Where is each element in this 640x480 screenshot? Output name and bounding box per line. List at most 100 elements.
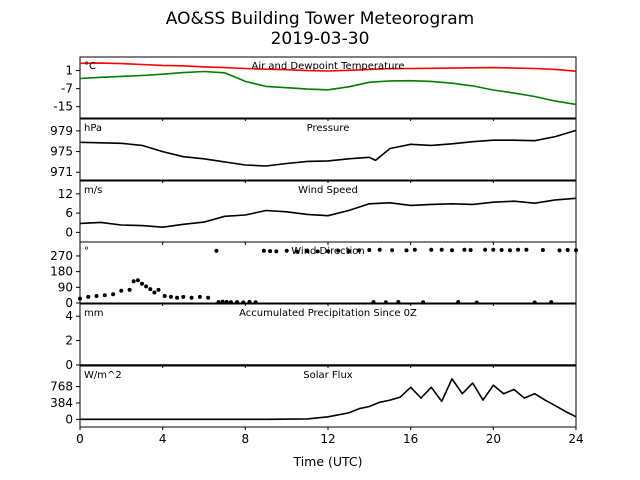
data-point <box>524 247 529 252</box>
data-point <box>152 290 157 295</box>
data-point <box>450 248 454 253</box>
y-tick-label: -15 <box>53 100 73 114</box>
data-point <box>429 247 434 252</box>
data-point <box>396 300 401 304</box>
y-tick-label: 12 <box>58 187 73 201</box>
data-point <box>574 248 578 253</box>
data-point <box>127 287 132 292</box>
data-point <box>144 284 149 289</box>
panel-title: Accumulated Precipitation Since 0Z <box>239 308 417 319</box>
y-tick-label: 768 <box>50 380 73 394</box>
data-point <box>404 248 409 253</box>
y-tick-label: 0 <box>65 358 73 372</box>
y-tick-label: 0 <box>65 225 73 239</box>
series-line-0 <box>79 129 577 167</box>
data-point <box>175 295 180 300</box>
x-tick-label: 24 <box>568 432 583 446</box>
panel-title: Wind Direction <box>291 246 365 257</box>
panel-unit: m/s <box>84 185 102 196</box>
panel-title: Pressure <box>307 123 350 134</box>
data-point <box>214 248 219 253</box>
data-point <box>357 248 361 253</box>
x-tick-label: 8 <box>242 432 250 446</box>
series-line-1 <box>79 70 577 106</box>
data-point <box>216 300 221 305</box>
data-point <box>557 248 562 253</box>
data-point <box>140 281 144 286</box>
panel-title: Solar Flux <box>303 370 353 381</box>
data-point <box>305 249 310 254</box>
panel-unit: mm <box>84 308 103 319</box>
data-point <box>284 248 289 253</box>
y-tick-label: 2 <box>65 334 73 348</box>
data-point <box>253 300 258 305</box>
data-point <box>235 300 240 305</box>
y-tick-label: 6 <box>65 206 73 220</box>
panel-unit: ° <box>84 246 89 257</box>
y-tick-label: 384 <box>50 396 73 410</box>
panel-unit: W/m^2 <box>84 370 122 381</box>
y-tick-label: 0 <box>65 296 73 310</box>
data-point <box>148 287 153 292</box>
data-point <box>206 295 211 300</box>
data-point <box>421 300 426 305</box>
data-point <box>346 249 351 254</box>
series-line-0 <box>80 377 577 421</box>
data-point <box>412 247 417 252</box>
data-point <box>131 279 136 284</box>
data-point <box>439 247 444 252</box>
data-point <box>197 294 202 299</box>
data-point <box>295 249 299 254</box>
x-tick-label: 0 <box>76 432 84 446</box>
panel-title: Wind Speed <box>298 185 358 196</box>
data-point <box>111 292 116 297</box>
panel-wind_speed: 12 6 0 m/s Wind Speed <box>58 180 577 245</box>
data-point <box>390 248 395 253</box>
y-tick-label: -7 <box>61 82 73 96</box>
data-point <box>94 294 99 298</box>
data-point <box>462 247 467 252</box>
data-point <box>326 249 330 254</box>
data-point <box>483 247 488 252</box>
data-point <box>78 296 82 301</box>
y-tick-label: 0 <box>65 412 73 426</box>
x-tick-label: 4 <box>159 432 167 446</box>
panels-group: 1-7-15°C Air and Dewpoint Temperature 979 9… <box>50 56 584 446</box>
data-point <box>549 300 554 305</box>
x-tick-label: 16 <box>403 432 418 446</box>
data-point <box>228 300 233 305</box>
x-tick-label: 20 <box>486 432 501 446</box>
data-point <box>367 248 372 252</box>
data-point <box>516 247 521 252</box>
data-point <box>371 300 376 305</box>
data-point <box>86 294 91 299</box>
data-point <box>102 293 107 298</box>
x-axis-label: Time (UTC) <box>292 454 362 469</box>
y-tick-label: 90 <box>58 280 73 294</box>
data-point <box>224 300 229 304</box>
data-point <box>491 247 496 252</box>
panel-temp: 1 -7 -15 °C Air and Dewpoint Temperature <box>53 56 577 121</box>
series-line-0 <box>79 62 577 72</box>
series-line-0 <box>79 197 577 228</box>
data-point <box>168 294 173 299</box>
data-point <box>499 248 504 252</box>
data-point <box>565 248 570 252</box>
data-point <box>181 294 186 299</box>
y-tick-label: 270 <box>50 249 73 263</box>
y-tick-label: 971 <box>50 165 73 179</box>
data-point <box>119 288 124 293</box>
data-point <box>135 278 140 283</box>
data-point <box>261 248 266 253</box>
data-point <box>456 300 461 304</box>
figure-date: 2019-03-30 <box>271 29 370 49</box>
data-point <box>247 300 252 304</box>
data-point <box>377 247 382 252</box>
data-point <box>189 295 194 300</box>
panel-solar: 768 384 0 W/m^2 Solar Flux <box>50 365 577 430</box>
panel-unit: hPa <box>84 123 102 134</box>
y-tick-label: 979 <box>50 124 73 138</box>
y-tick-label: 4 <box>65 309 73 323</box>
